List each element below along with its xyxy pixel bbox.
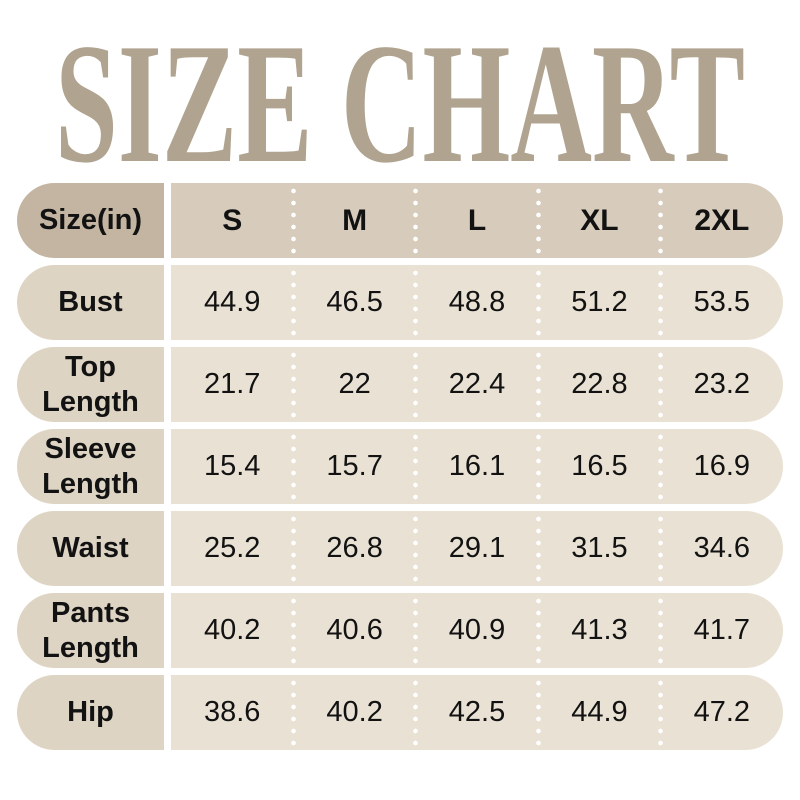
dotted-divider xyxy=(658,347,664,422)
value-cell: 15.4 xyxy=(203,450,261,482)
value-cell: 40.9 xyxy=(448,614,506,646)
row-label: Pants Length xyxy=(17,593,164,668)
value-cell: 21.7 xyxy=(203,368,261,400)
row-values: 25.2 26.8 29.1 31.5 34.6 xyxy=(171,511,783,586)
value-cell: 40.2 xyxy=(326,696,383,728)
dotted-divider xyxy=(413,511,419,586)
table-header-row: Size(in) S M L XL 2XL xyxy=(17,183,783,258)
header-corner-label: Size(in) xyxy=(17,183,164,258)
row-values: 21.7 22 22.4 22.8 23.2 xyxy=(171,347,783,422)
table-row-hip: Hip 38.6 40.2 42.5 44.9 47.2 xyxy=(17,675,783,750)
dotted-divider xyxy=(413,593,419,668)
dotted-divider xyxy=(658,183,664,258)
value-cell: 51.2 xyxy=(571,286,628,318)
table-row-bust: Bust 44.9 46.5 48.8 51.2 53.5 xyxy=(17,265,783,340)
dotted-divider xyxy=(535,429,541,504)
dotted-divider xyxy=(413,265,419,340)
row-label: Sleeve Length xyxy=(17,429,164,504)
dotted-divider xyxy=(290,675,296,750)
value-cell: 42.5 xyxy=(448,696,506,728)
dotted-divider xyxy=(535,593,541,668)
table-row-pants-length: Pants Length 40.2 40.6 40.9 41.3 41.7 xyxy=(17,593,783,668)
value-cell: 25.2 xyxy=(203,532,261,564)
dotted-divider xyxy=(535,347,541,422)
value-cell: 23.2 xyxy=(693,368,751,400)
column-header-2xl: 2XL xyxy=(694,203,750,237)
row-values: 38.6 40.2 42.5 44.9 47.2 xyxy=(171,675,783,750)
column-header-xl: XL xyxy=(580,203,619,237)
dotted-divider xyxy=(413,347,419,422)
value-cell: 40.2 xyxy=(203,614,261,646)
dotted-divider xyxy=(658,429,664,504)
value-cell: 15.7 xyxy=(326,450,383,482)
dotted-divider xyxy=(290,265,296,340)
value-cell: 47.2 xyxy=(693,696,751,728)
row-values: 15.4 15.7 16.1 16.5 16.9 xyxy=(171,429,783,504)
row-label: Bust xyxy=(17,265,164,340)
row-label: Waist xyxy=(17,511,164,586)
dotted-divider xyxy=(290,511,296,586)
value-cell: 41.3 xyxy=(571,614,628,646)
value-cell: 46.5 xyxy=(326,286,383,318)
value-cell: 34.6 xyxy=(693,532,751,564)
dotted-divider xyxy=(290,429,296,504)
row-values: 40.2 40.6 40.9 41.3 41.7 xyxy=(171,593,783,668)
value-cell: 48.8 xyxy=(448,286,506,318)
value-cell: 41.7 xyxy=(693,614,751,646)
dotted-divider xyxy=(658,265,664,340)
value-cell: 22 xyxy=(338,368,371,400)
table-row-top-length: Top Length 21.7 22 22.4 22.8 23.2 xyxy=(17,347,783,422)
value-cell: 16.9 xyxy=(693,450,751,482)
value-cell: 38.6 xyxy=(203,696,261,728)
row-values: 44.9 46.5 48.8 51.2 53.5 xyxy=(171,265,783,340)
page-title: SIZE CHART xyxy=(55,9,745,183)
dotted-divider xyxy=(413,429,419,504)
value-cell: 29.1 xyxy=(448,532,506,564)
dotted-divider xyxy=(413,183,419,258)
value-cell: 22.8 xyxy=(571,368,628,400)
dotted-divider xyxy=(535,265,541,340)
header-size-columns: S M L XL 2XL xyxy=(171,183,783,258)
value-cell: 26.8 xyxy=(326,532,383,564)
dotted-divider xyxy=(658,593,664,668)
table-row-waist: Waist 25.2 26.8 29.1 31.5 34.6 xyxy=(17,511,783,586)
dotted-divider xyxy=(290,593,296,668)
page-title-graphic: SIZE CHART xyxy=(55,9,745,183)
value-cell: 40.6 xyxy=(326,614,383,646)
value-cell: 16.5 xyxy=(571,450,628,482)
column-header-s: S xyxy=(222,203,243,237)
column-header-m: M xyxy=(342,203,368,237)
row-label: Top Length xyxy=(17,347,164,422)
column-header-l: L xyxy=(467,203,487,237)
dotted-divider xyxy=(535,511,541,586)
row-label: Hip xyxy=(17,675,164,750)
dotted-divider xyxy=(413,675,419,750)
value-cell: 16.1 xyxy=(448,450,506,482)
value-cell: 44.9 xyxy=(571,696,628,728)
dotted-divider xyxy=(290,347,296,422)
dotted-divider xyxy=(658,675,664,750)
dotted-divider xyxy=(658,511,664,586)
size-chart-table: Size(in) S M L XL 2XL Bust 44.9 46.5 48.… xyxy=(17,183,783,750)
dotted-divider xyxy=(535,183,541,258)
value-cell: 31.5 xyxy=(571,532,628,564)
table-row-sleeve-length: Sleeve Length 15.4 15.7 16.1 16.5 16.9 xyxy=(17,429,783,504)
value-cell: 22.4 xyxy=(448,368,506,400)
value-cell: 53.5 xyxy=(693,286,751,318)
dotted-divider xyxy=(290,183,296,258)
dotted-divider xyxy=(535,675,541,750)
value-cell: 44.9 xyxy=(203,286,261,318)
